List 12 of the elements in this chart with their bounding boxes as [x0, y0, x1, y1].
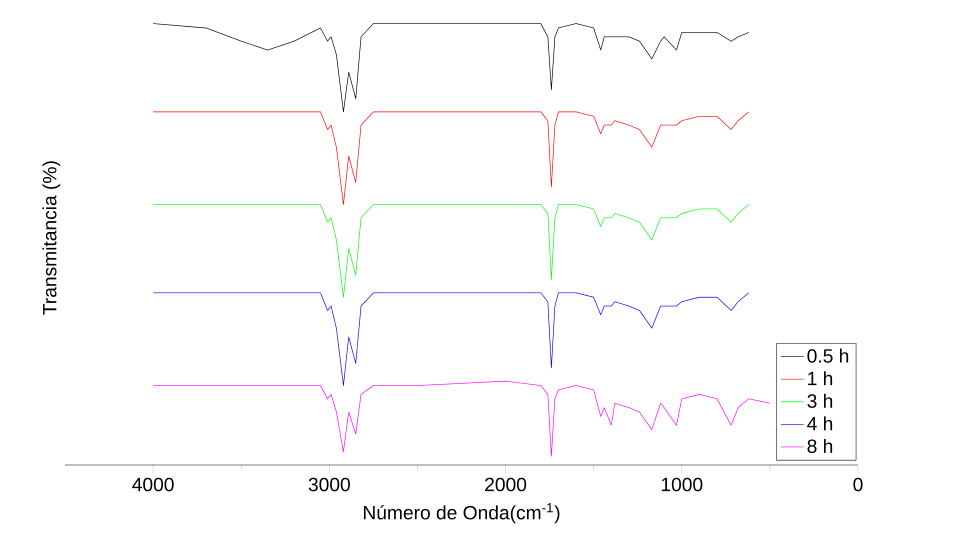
legend-label: 3 h	[807, 394, 832, 408]
legend-label: 0.5 h	[807, 348, 848, 363]
x-tick-label: 2000	[485, 478, 526, 492]
legend-label: 8 h	[808, 438, 832, 454]
legend-label: 4 h	[807, 416, 832, 430]
x-tick-label: 4000	[132, 478, 174, 492]
x-axis-title: Número de Onda(cm$^{-1}$)	[364, 503, 560, 524]
x-tick-label: 0	[853, 478, 863, 492]
y-axis-title: Transmitancia (%)	[42, 161, 60, 315]
x-tick-label: 3000	[308, 478, 350, 492]
legend-label: 1 h	[808, 371, 832, 386]
x-tick-label: 1000	[662, 478, 702, 492]
